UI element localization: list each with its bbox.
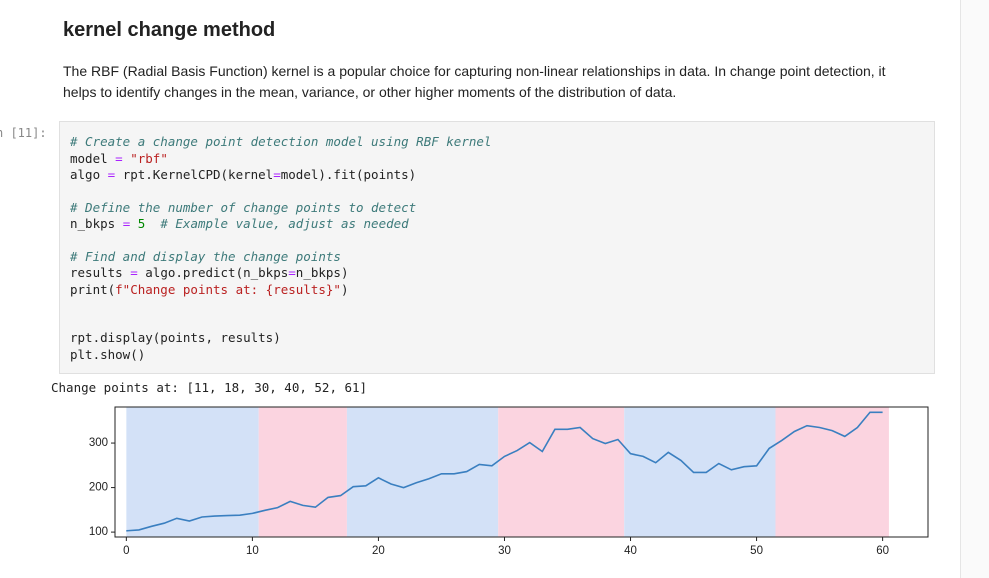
code-cell[interactable]: # Create a change point detection model … xyxy=(59,121,935,374)
segment-span xyxy=(126,407,259,537)
code-block: # Define the number of change points to … xyxy=(70,200,934,233)
code-line: n_bkps = 5 # Example value, adjust as ne… xyxy=(70,216,409,231)
paragraph-line: The RBF (Radial Basis Function) kernel i… xyxy=(63,63,886,79)
code-line: print(f"Change points at: {results}") xyxy=(70,281,349,297)
series-line xyxy=(126,411,883,532)
code-line: # Define the number of change points to … xyxy=(70,199,417,215)
segment-span xyxy=(775,407,889,537)
markdown-heading: kernel change method xyxy=(63,19,276,41)
segment-span xyxy=(346,407,499,537)
code-line: algo = rpt.KernelCPD(kernel=model).fit(p… xyxy=(70,167,417,182)
code-line: # Find and display the change points xyxy=(70,248,341,264)
code-block: rpt.display(points, results) plt.show() xyxy=(70,330,934,363)
x-tick-label: 10 xyxy=(246,545,259,557)
plot-frame xyxy=(114,406,929,538)
cell-output: Change points at: [11, 18, 30, 40, 52, 6… xyxy=(51,380,368,395)
code-block: # Find and display the change points resu… xyxy=(70,249,934,299)
cell-prompt: n [11]: xyxy=(0,126,47,140)
code-line: rpt.display(points, results) xyxy=(70,330,281,345)
code-line: # Create a change point detection model … xyxy=(70,134,492,149)
segment-span xyxy=(498,407,625,537)
scrollbar[interactable] xyxy=(960,0,989,578)
y-tick-label: 200 xyxy=(89,482,108,494)
x-tick-label: 20 xyxy=(372,545,385,557)
x-tick-label: 30 xyxy=(498,545,511,557)
segment-span xyxy=(258,407,347,537)
y-tick-label: 300 xyxy=(89,437,108,449)
paragraph-line: helps to identify changes in the mean, v… xyxy=(63,84,677,100)
x-tick-label: 50 xyxy=(750,545,763,557)
y-tick-label: 100 xyxy=(89,526,108,538)
x-tick-label: 60 xyxy=(876,545,889,557)
x-tick-label: 40 xyxy=(624,545,637,557)
markdown-paragraph: The RBF (Radial Basis Function) kernel i… xyxy=(63,61,943,103)
code-line: plt.show() xyxy=(70,346,146,362)
code-line: model = "rbf" xyxy=(70,150,168,166)
chart: 100 200 300 0 10 20 30 40 50 60 xyxy=(89,406,929,557)
code-line: results = algo.predict(n_bkps=n_bkps) xyxy=(70,265,349,280)
x-tick-label: 0 xyxy=(123,545,129,557)
code-block: # Create a change point detection model … xyxy=(70,134,934,184)
